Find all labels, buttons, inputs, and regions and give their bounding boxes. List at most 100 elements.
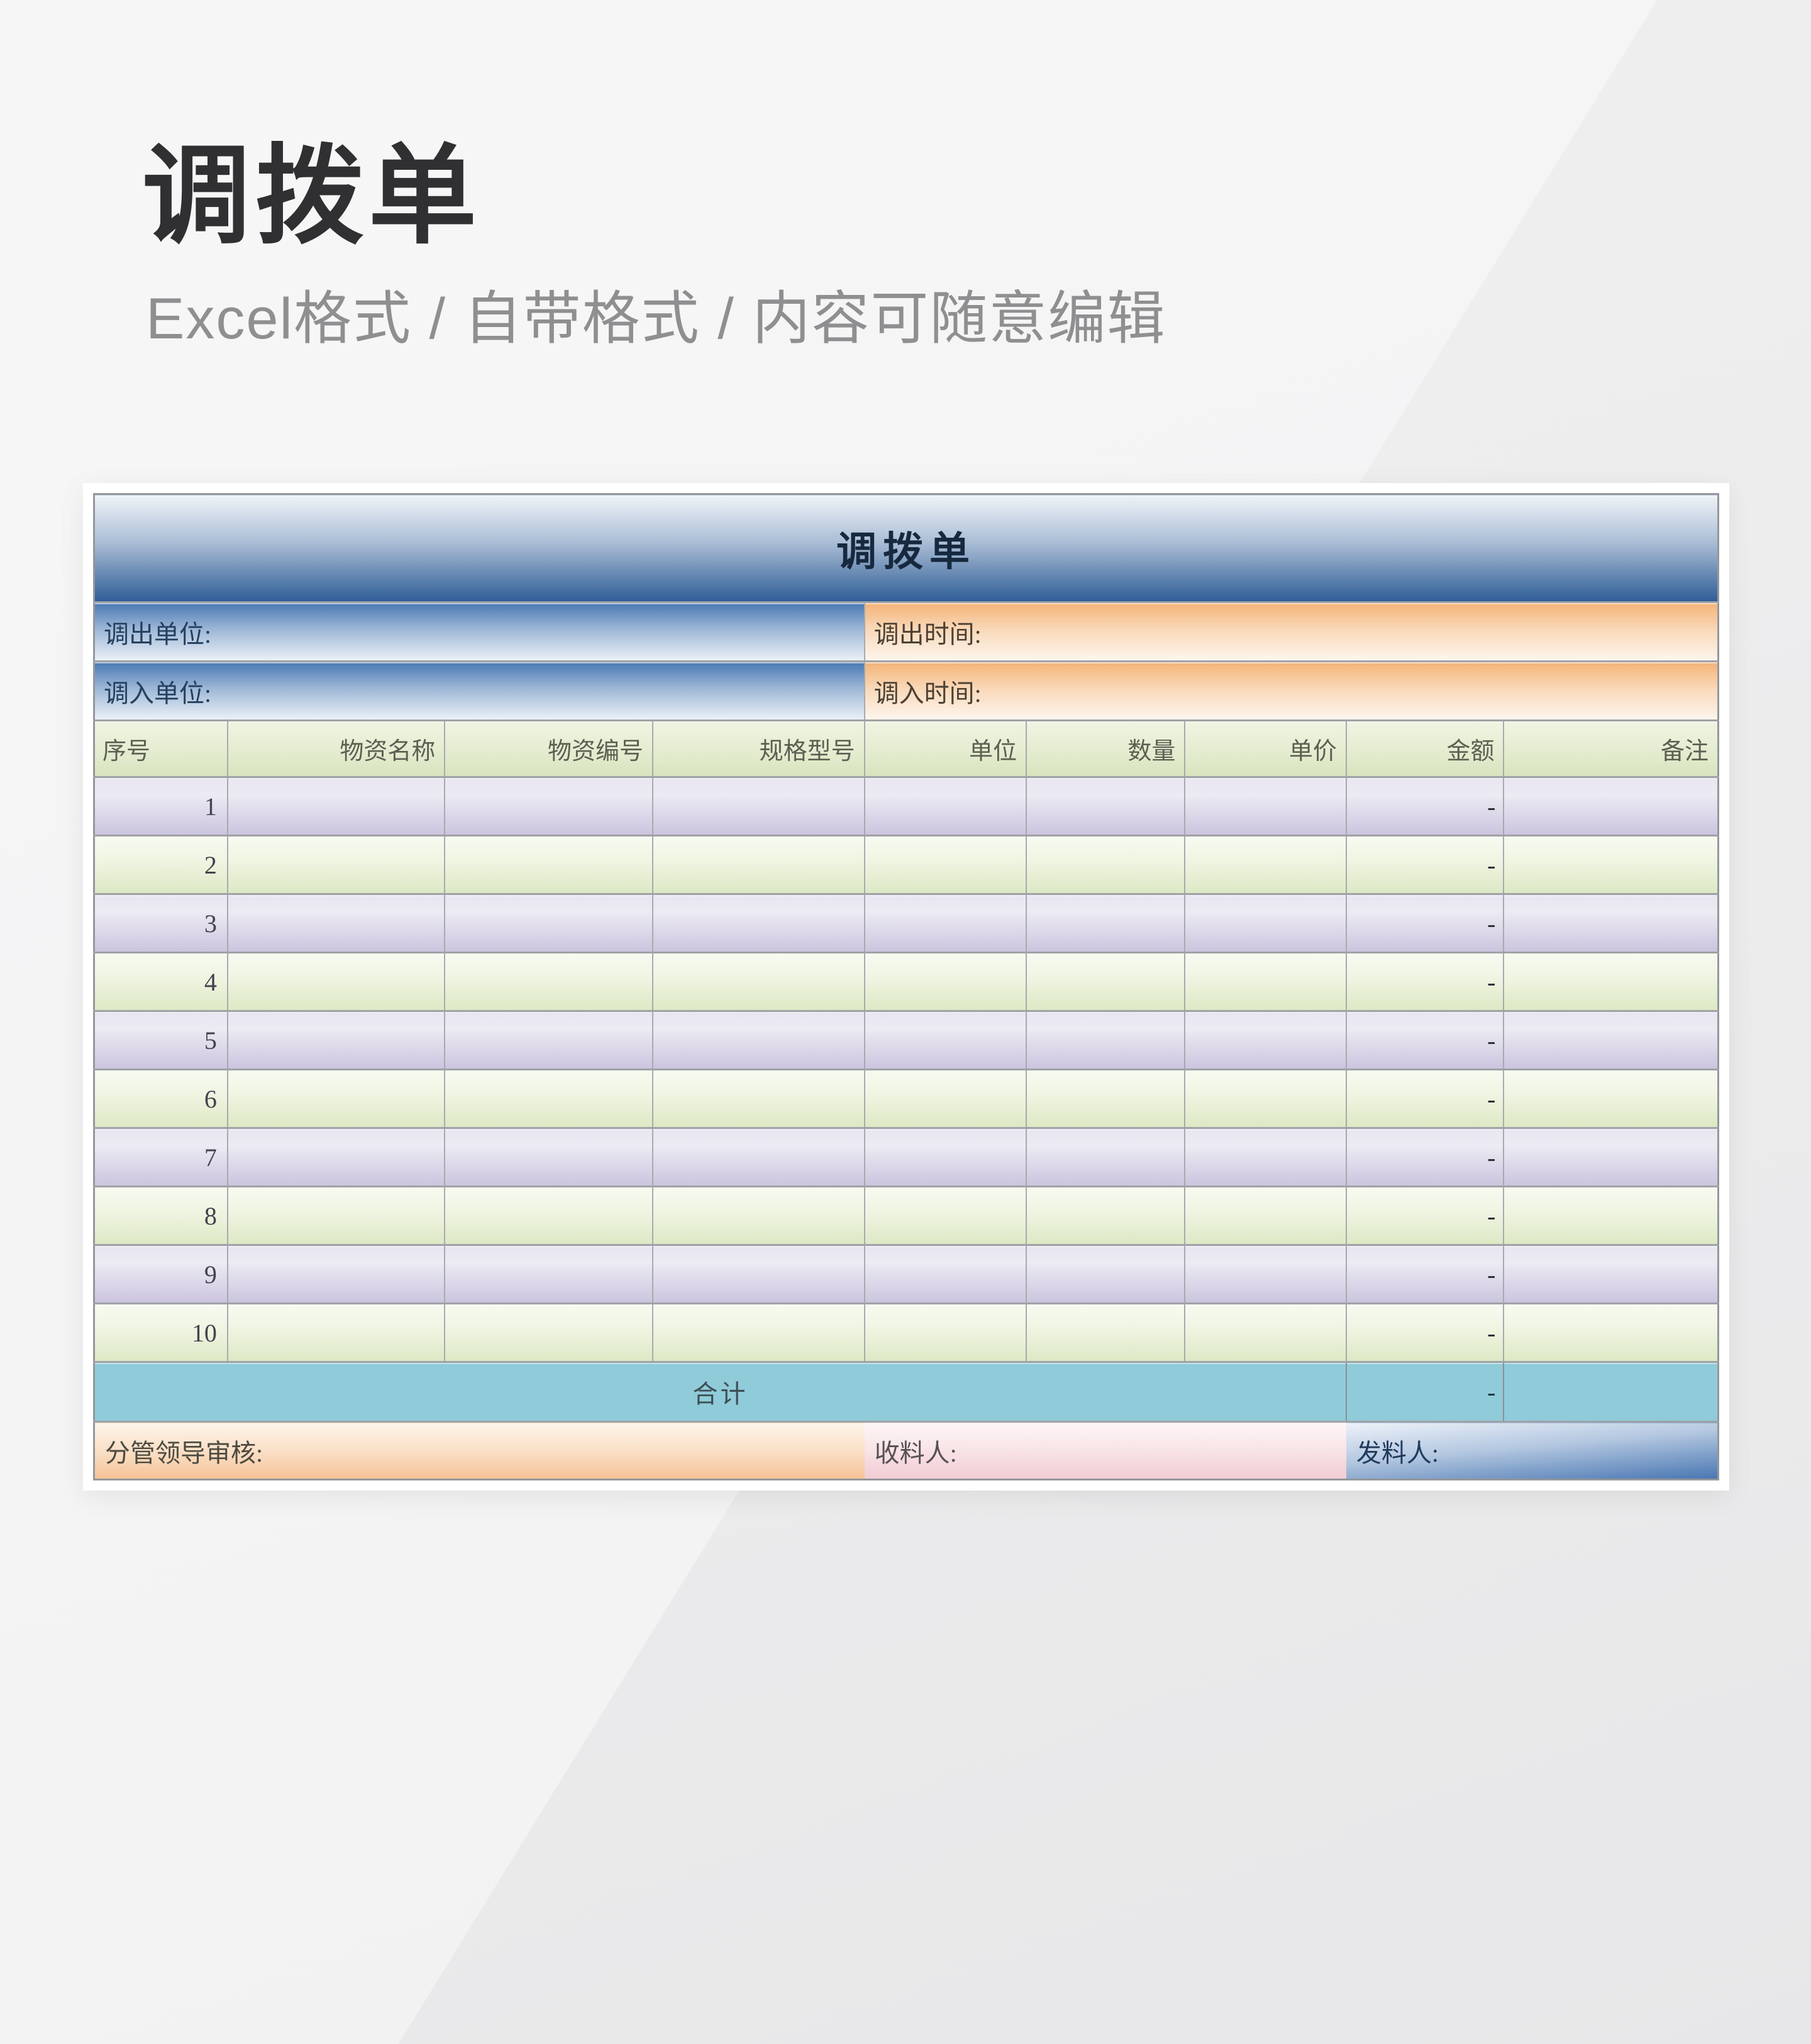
item-row-7: 7- [94,1128,1719,1187]
seq-cell: 5 [94,1011,228,1070]
remark-cell [1504,1186,1719,1246]
qty-cell [1026,1069,1186,1129]
amount-cell: - [1346,1128,1505,1187]
code-cell [445,1186,654,1246]
unit-cell [864,1303,1027,1363]
out-time-field: 调出时间: [864,602,1719,662]
qty-cell [1026,777,1186,836]
spec-cell [653,1245,865,1304]
total-label: 合计 [94,1362,1347,1423]
out-unit-field: 调出单位: [94,602,865,662]
qty-cell [1026,1303,1186,1363]
seq-cell: 7 [94,1128,228,1187]
transfer-out-row: 调出单位: 调出时间: [94,602,1719,662]
remark-cell [1504,835,1719,895]
qty-cell [1026,1128,1186,1187]
page-title: 调拨单 [142,136,482,257]
spec-cell [653,952,865,1012]
amount-cell: - [1346,894,1505,953]
name-cell [227,1186,446,1246]
price-cell [1185,835,1347,895]
remark-cell [1504,1011,1719,1070]
amount-cell: - [1346,1011,1505,1070]
remark-cell [1504,1069,1719,1129]
seq-cell: 6 [94,1069,228,1129]
col-header-name: 物资名称 [227,720,446,778]
item-row-8: 8- [94,1186,1719,1246]
remark-cell [1504,894,1719,953]
form-footer-section: 合计 - 分管领导审核: 收料人: 发料人: [94,1362,1719,1480]
form-title: 调拨单 [94,494,1719,603]
name-cell [227,894,446,953]
spec-cell [653,1303,865,1363]
item-row-1: 1- [94,777,1719,836]
name-cell [227,777,446,836]
code-cell [445,952,654,1012]
remark-cell [1504,952,1719,1012]
name-cell [227,1011,446,1070]
code-cell [445,894,654,953]
price-cell [1185,952,1347,1012]
qty-cell [1026,1245,1186,1304]
receiver-signature-field: 收料人: [864,1421,1346,1480]
item-row-5: 5- [94,1011,1719,1070]
in-time-field: 调入时间: [864,661,1719,721]
remark-cell [1504,1245,1719,1304]
col-header-remark: 备注 [1504,720,1719,778]
col-header-seq: 序号 [94,720,228,778]
name-cell [227,952,446,1012]
col-header-code: 物资编号 [445,720,654,778]
col-header-price: 单价 [1185,720,1347,778]
amount-cell: - [1346,1245,1505,1304]
spreadsheet-panel: 调拨单 调出单位: 调出时间: 调入单位: 调入时间: 序号 物资名称 物资编号… [83,483,1729,1491]
name-cell [227,1245,446,1304]
spec-cell [653,1186,865,1246]
amount-cell: - [1346,952,1505,1012]
spec-cell [653,777,865,836]
seq-cell: 3 [94,894,228,953]
seq-cell: 10 [94,1303,228,1363]
spec-cell [653,1011,865,1070]
seq-cell: 9 [94,1245,228,1304]
price-cell [1185,894,1347,953]
qty-cell [1026,1186,1186,1246]
item-row-4: 4- [94,952,1719,1012]
audit-signature-field: 分管领导审核: [94,1421,865,1480]
qty-cell [1026,1011,1186,1070]
spec-cell [653,835,865,895]
in-unit-field: 调入单位: [94,661,865,721]
remark-cell [1504,1303,1719,1363]
qty-cell [1026,894,1186,953]
col-header-amount: 金额 [1346,720,1505,778]
unit-cell [864,1186,1027,1246]
code-cell [445,1128,654,1187]
price-cell [1185,1069,1347,1129]
item-row-6: 6- [94,1069,1719,1129]
amount-cell: - [1346,1069,1505,1129]
remark-cell [1504,1128,1719,1187]
form-title-row: 调拨单 [94,494,1719,603]
seq-cell: 8 [94,1186,228,1246]
code-cell [445,1245,654,1304]
form-header-section: 调拨单 调出单位: 调出时间: 调入单位: 调入时间: 序号 物资名称 物资编号… [94,494,1719,778]
unit-cell [864,777,1027,836]
price-cell [1185,777,1347,836]
transfer-form-table: 调拨单 调出单位: 调出时间: 调入单位: 调入时间: 序号 物资名称 物资编号… [93,493,1719,1480]
price-cell [1185,1186,1347,1246]
seq-cell: 4 [94,952,228,1012]
price-cell [1185,1245,1347,1304]
code-cell [445,1011,654,1070]
col-header-spec: 规格型号 [653,720,865,778]
unit-cell [864,894,1027,953]
remark-cell [1504,777,1719,836]
code-cell [445,1069,654,1129]
total-amount: - [1346,1362,1505,1423]
unit-cell [864,835,1027,895]
amount-cell: - [1346,777,1505,836]
total-remark-cell [1504,1362,1719,1423]
price-cell [1185,1128,1347,1187]
signature-row: 分管领导审核: 收料人: 发料人: [94,1421,1719,1480]
qty-cell [1026,952,1186,1012]
col-header-unit: 单位 [864,720,1027,778]
name-cell [227,1303,446,1363]
